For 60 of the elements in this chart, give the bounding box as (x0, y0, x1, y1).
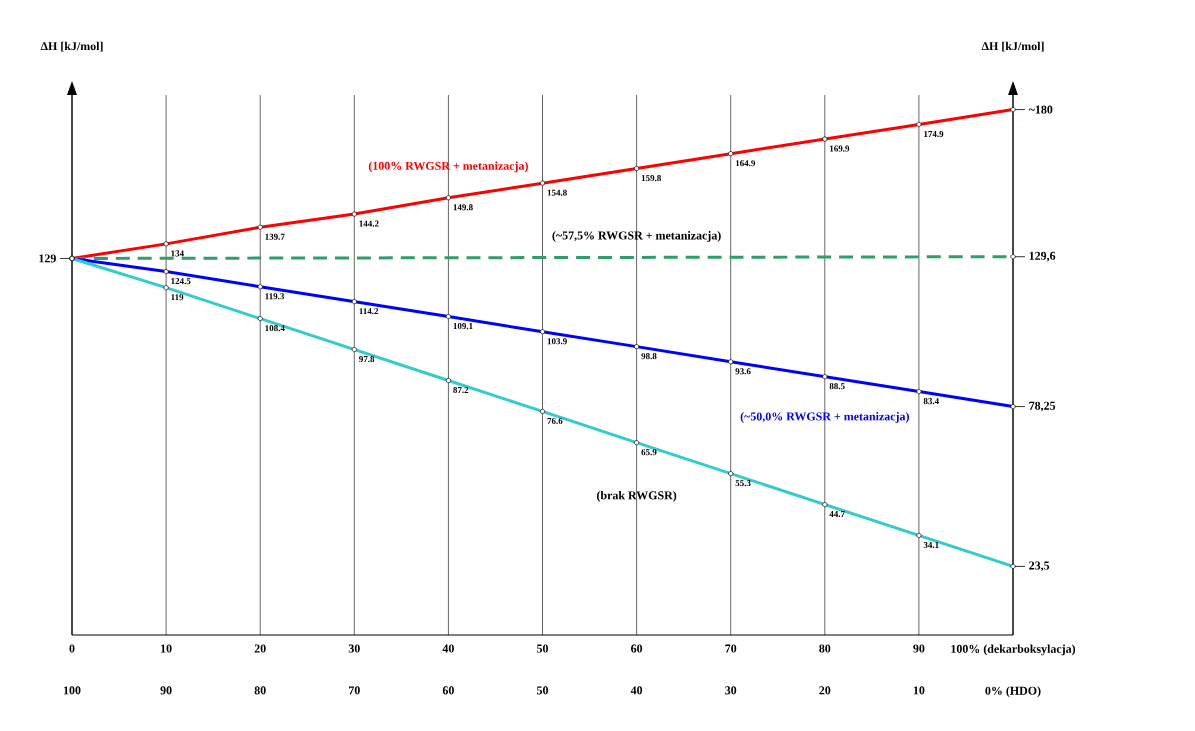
x2-tick-label: 0% (HDO) (985, 686, 1041, 698)
data-label: 169.9 (830, 145, 850, 152)
data-label: 23,5 (1029, 561, 1050, 572)
x-tick-label: 0 (69, 644, 75, 653)
data-label: 76.6 (547, 417, 563, 424)
data-label: 83.4 (923, 398, 939, 405)
x-tick-label: 40 (442, 644, 454, 653)
x-tick-label: 80 (819, 644, 831, 653)
x2-tick-label: 100 (63, 686, 81, 695)
data-label: 97.8 (359, 356, 375, 363)
x2-tick-label: 10 (913, 686, 925, 695)
data-label: 98.8 (641, 353, 657, 360)
x2-tick-label: 80 (254, 686, 266, 695)
x-tick-label: 60 (631, 644, 643, 653)
data-label: 129,6 (1029, 251, 1056, 262)
data-label: 103.9 (547, 338, 567, 345)
data-label: 144.2 (359, 220, 379, 227)
x-tick-label: 100% (dekarboksylacja) (951, 644, 1076, 656)
x-tick-label: 10 (161, 644, 172, 653)
data-label: 164.9 (735, 160, 756, 167)
series-label: (~57,5% RWGSR + metanizacja) (552, 231, 721, 242)
data-label: 65.9 (641, 449, 657, 456)
data-label: 119 (171, 294, 184, 301)
x-tick-label: 30 (348, 644, 360, 653)
data-label: 119.3 (265, 293, 285, 300)
x2-tick-label: 50 (537, 686, 549, 695)
data-label: 44.7 (829, 511, 845, 518)
data-label: 124.5 (171, 278, 191, 285)
series-label: (~50,0% RWGSR + metanizacja) (740, 412, 909, 423)
data-label: 109.1 (453, 323, 473, 330)
data-label: 154.8 (547, 189, 567, 196)
x2-tick-label: 60 (442, 686, 454, 695)
data-label: 114.2 (359, 308, 379, 315)
x-tick-label: 90 (913, 644, 925, 653)
text: (brak RWGSR) (597, 490, 677, 502)
data-label: ~180 (1028, 105, 1053, 114)
data-label: 93.6 (735, 368, 751, 375)
data-label: 87.2 (453, 386, 469, 394)
x2-tick-label: 20 (819, 686, 831, 695)
x-tick-label: 20 (254, 644, 266, 653)
y-axis-title: ΔH [kJ/mol] (40, 41, 103, 52)
x2-tick-label: 90 (160, 686, 172, 695)
data-label: 78,25 (1029, 401, 1056, 412)
data-label: 174.9 (924, 130, 944, 138)
x2-tick-label: 30 (725, 686, 737, 695)
data-label: 134 (171, 250, 184, 257)
data-label: 149.8 (453, 204, 473, 211)
data-label: 108.4 (265, 325, 285, 332)
series-label: (100% RWGSR + metanizacja) (368, 161, 528, 173)
y2-axis-title: ΔH [kJ/mol] (981, 41, 1044, 52)
x-tick-label: 70 (725, 644, 737, 653)
data-label: 34.1 (923, 541, 939, 549)
x2-tick-label: 40 (630, 686, 643, 695)
data-label: 139.7 (265, 233, 285, 240)
data-label: 88.5 (829, 383, 845, 390)
annotation: 129 (39, 254, 56, 263)
data-label: 159.8 (641, 175, 661, 182)
x-tick-label: 50 (537, 644, 549, 653)
x2-tick-label: 70 (349, 686, 360, 695)
data-label: 55.3 (735, 480, 751, 487)
